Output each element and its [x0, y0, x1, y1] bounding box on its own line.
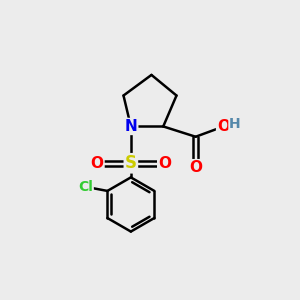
- Text: N: N: [124, 119, 137, 134]
- Text: O: O: [158, 156, 171, 171]
- Text: O: O: [217, 119, 230, 134]
- Text: O: O: [189, 160, 202, 175]
- Text: S: S: [125, 154, 137, 172]
- Text: H: H: [229, 117, 241, 131]
- Text: Cl: Cl: [78, 179, 93, 194]
- Text: O: O: [91, 156, 103, 171]
